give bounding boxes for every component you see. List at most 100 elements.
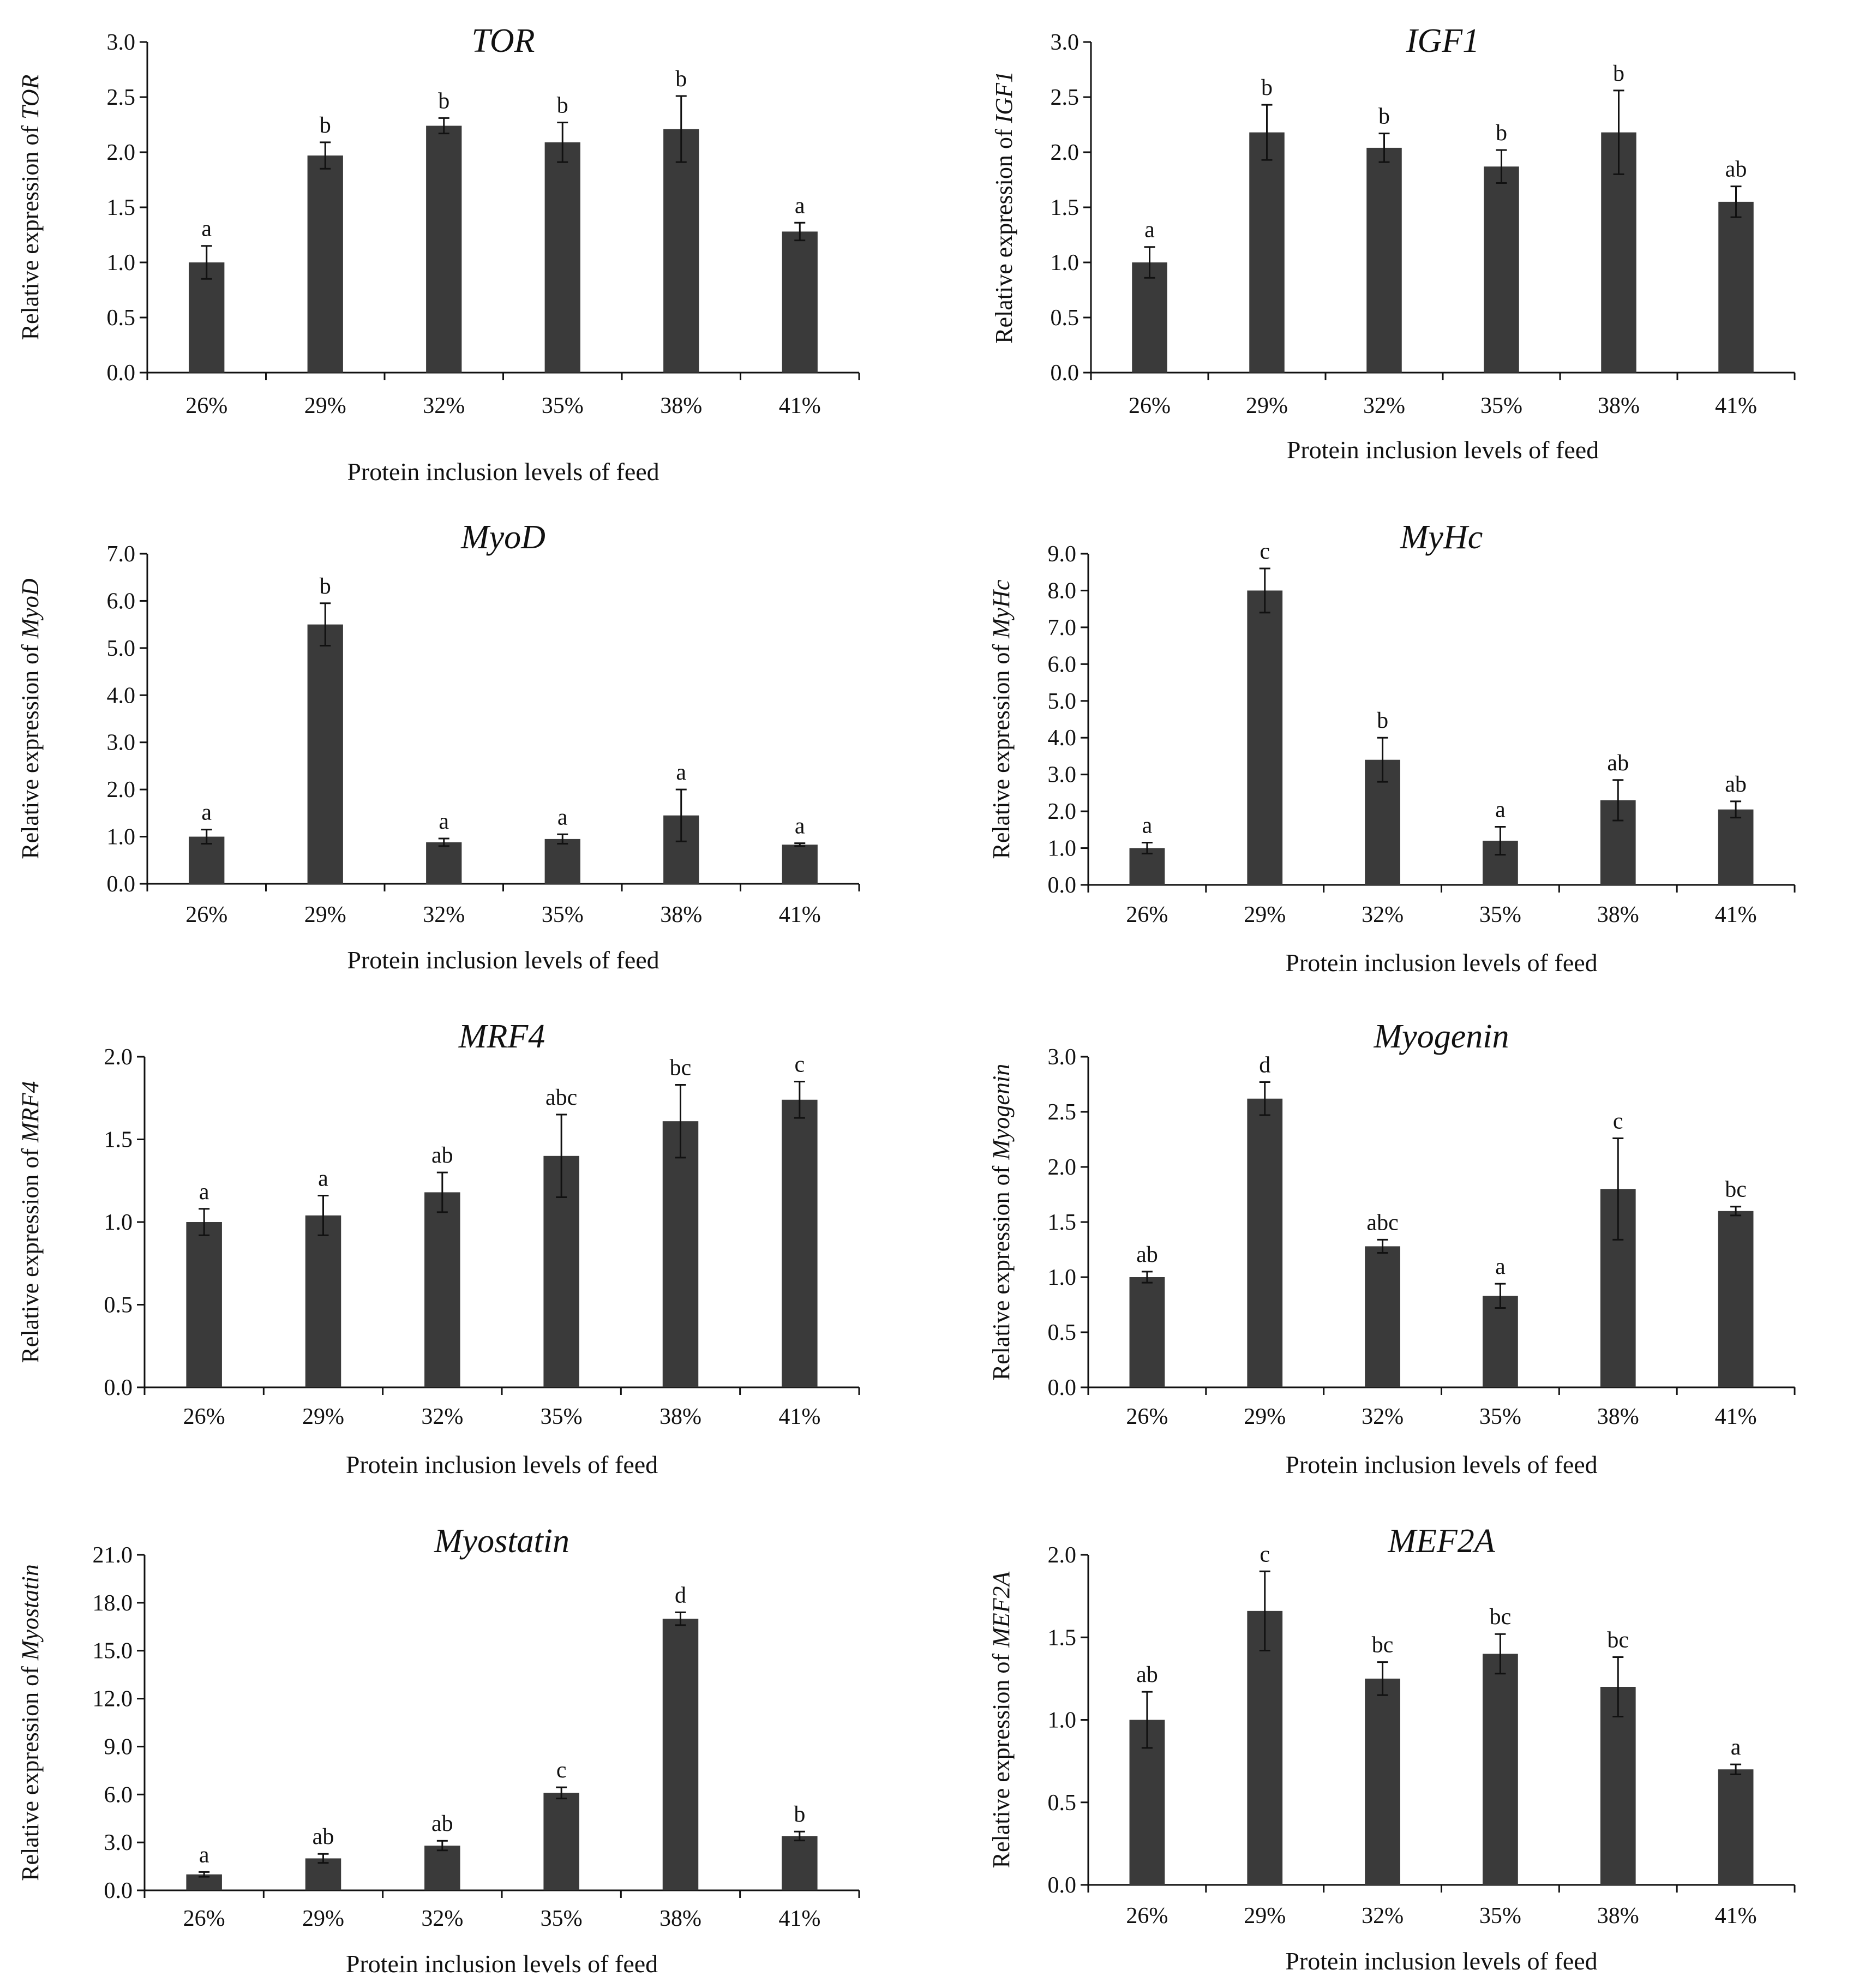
chart-title: Myogenin xyxy=(1374,1018,1509,1055)
significance-letter: a xyxy=(795,193,805,218)
y-tick-label: 2.5 xyxy=(1048,1100,1077,1125)
y-axis-label: Relative expression of MyHc xyxy=(988,579,1015,859)
bar xyxy=(307,624,343,884)
chart-panel-myod: MyoD 0.0 1.0 2.0 3.0 4.0 5.0 6.0 7.0 a 26% b 29% a 32%… xyxy=(17,519,860,974)
y-axis-label: Relative expression of MyoD xyxy=(17,578,44,859)
y-axis-label-gene: MEF2A xyxy=(988,1571,1015,1648)
significance-letter: b xyxy=(675,67,687,92)
significance-letter: ab xyxy=(1607,751,1629,776)
y-tick-label: 0.5 xyxy=(104,1293,133,1318)
chart-panel-myhc: MyHc 0.0 1.0 2.0 3.0 4.0 5.0 6.0 7.0 8.0 9.0 a 26% c 2… xyxy=(988,519,1796,977)
y-tick-label: 2.0 xyxy=(107,777,136,803)
y-tick-label: 3.0 xyxy=(1048,763,1077,788)
y-tick-label: 0.5 xyxy=(1051,306,1080,331)
x-tick-label: 29% xyxy=(1244,1903,1286,1929)
bar xyxy=(662,1619,699,1890)
y-axis-label-prefix: Relative expression of xyxy=(17,638,44,859)
y-tick-label: 0.0 xyxy=(1051,361,1080,386)
significance-letter: a xyxy=(201,800,212,825)
bar xyxy=(1247,1610,1283,1885)
chart-title: MyHc xyxy=(1400,519,1483,556)
significance-letter: abc xyxy=(1366,1210,1398,1235)
y-axis-label-gene: Myogenin xyxy=(988,1064,1015,1160)
significance-letter: b xyxy=(320,574,331,599)
significance-letter: bc xyxy=(1725,1177,1747,1202)
significance-letter: a xyxy=(1142,813,1153,838)
x-tick-label: 26% xyxy=(1126,902,1168,927)
y-axis-label: Relative expression of IGF1 xyxy=(991,71,1017,344)
significance-letter: a xyxy=(676,760,686,785)
x-tick-label: 32% xyxy=(1362,1404,1404,1429)
x-tick-label: 38% xyxy=(1598,393,1640,418)
x-tick-label: 29% xyxy=(304,393,346,418)
bar xyxy=(1249,132,1285,373)
y-tick-label: 5.0 xyxy=(1048,689,1077,714)
y-axis-label: Relative expression of TOR xyxy=(17,74,44,340)
x-axis-label: Protein inclusion levels of feed xyxy=(347,458,659,486)
y-tick-label: 1.0 xyxy=(1048,836,1077,861)
y-axis-label-gene: IGF1 xyxy=(991,71,1017,123)
bar xyxy=(307,155,343,373)
significance-letter: ab xyxy=(431,1811,453,1836)
x-axis-label: Protein inclusion levels of feed xyxy=(1285,1451,1597,1478)
chart-panel-myogenin: Myogenin0.00.51.01.52.02.53.0ab26%d29%ab… xyxy=(988,1018,1796,1478)
significance-letter: a xyxy=(1731,1735,1741,1760)
y-tick-label: 2.0 xyxy=(1048,1155,1077,1180)
significance-letter: bc xyxy=(1607,1628,1629,1653)
x-tick-label: 38% xyxy=(1597,902,1639,927)
y-axis-label: Relative expression of Myogenin xyxy=(988,1064,1015,1380)
y-axis-label: Relative expression of MRF4 xyxy=(17,1081,44,1363)
y-axis-label-prefix: Relative expression of xyxy=(988,1648,1015,1868)
x-tick-label: 35% xyxy=(542,393,584,418)
significance-letter: a xyxy=(439,809,449,834)
y-tick-label: 18.0 xyxy=(93,1591,133,1616)
x-axis-label: Protein inclusion levels of feed xyxy=(346,1950,658,1978)
bar xyxy=(1718,1769,1754,1885)
y-tick-label: 5.0 xyxy=(107,636,136,661)
y-axis-label-prefix: Relative expression of xyxy=(988,1160,1015,1380)
significance-letter: c xyxy=(556,1758,567,1783)
bar xyxy=(1600,1687,1636,1885)
y-tick-label: 2.0 xyxy=(1051,140,1080,165)
y-tick-label: 2.5 xyxy=(1051,85,1080,110)
bar xyxy=(1483,1654,1518,1885)
y-tick-label: 12.0 xyxy=(93,1687,133,1712)
significance-letter: a xyxy=(557,805,568,830)
bar xyxy=(305,1215,341,1387)
y-axis-label: Relative expression of MEF2A xyxy=(988,1571,1015,1869)
x-tick-label: 32% xyxy=(423,393,465,418)
x-tick-label: 38% xyxy=(1597,1903,1639,1929)
bar xyxy=(543,1793,579,1890)
x-tick-label: 32% xyxy=(423,902,465,927)
y-tick-label: 1.5 xyxy=(104,1128,133,1153)
x-tick-label: 35% xyxy=(1479,1404,1521,1429)
x-tick-label: 29% xyxy=(302,1404,344,1429)
y-tick-label: 1.0 xyxy=(1048,1265,1077,1290)
chart-title: MEF2A xyxy=(1387,1523,1495,1560)
significance-letter: bc xyxy=(1372,1633,1394,1658)
chart-panel-igf1: IGF1 0.0 0.5 1.0 1.5 2.0 2.5 3.0 a 26% b 29% b 32% b 35… xyxy=(991,22,1796,464)
bar xyxy=(544,839,580,884)
significance-letter: b xyxy=(1496,121,1507,146)
chart-title: TOR xyxy=(471,22,535,59)
y-axis-label-gene: MyHc xyxy=(988,579,1015,639)
y-tick-label: 3.0 xyxy=(104,1830,133,1855)
significance-letter: c xyxy=(1613,1109,1623,1134)
chart-panel-mef2a: MEF2A 0.0 0.5 1.0 1.5 2.0 ab 26% c 29% bc 32% bc 35% b… xyxy=(988,1523,1796,1975)
significance-letter: b xyxy=(320,113,331,138)
chart-title: MyoD xyxy=(460,519,545,556)
y-tick-label: 3.0 xyxy=(1051,30,1080,55)
bar xyxy=(782,1836,818,1890)
bar xyxy=(189,262,225,373)
x-tick-label: 35% xyxy=(541,1906,583,1931)
x-tick-label: 41% xyxy=(1715,1404,1757,1429)
significance-letter: a xyxy=(199,1842,209,1867)
y-tick-label: 15.0 xyxy=(93,1639,133,1664)
significance-letter: ab xyxy=(1725,157,1747,182)
y-tick-label: 2.5 xyxy=(107,85,136,110)
significance-letter: ab xyxy=(1136,1242,1158,1267)
y-tick-label: 9.0 xyxy=(104,1734,133,1759)
chart-panel-tor: TOR 0.0 0.5 1.0 1.5 2.0 2.5 3.0 a 26% b 29% b 32% b 35%… xyxy=(17,22,860,486)
y-tick-label: 1.0 xyxy=(107,825,136,850)
y-tick-label: 6.0 xyxy=(1048,652,1077,677)
